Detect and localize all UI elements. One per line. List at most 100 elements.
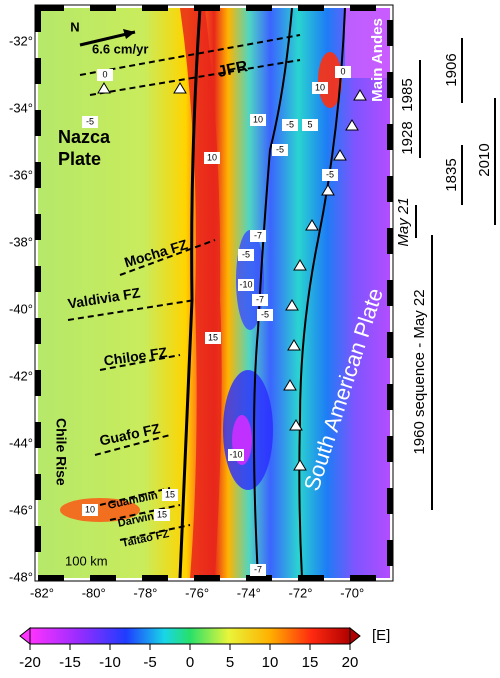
contour-label-bg [282,119,298,131]
red-band [180,8,222,578]
lat-tick-label: -36° [9,167,33,182]
north-label: N [70,19,79,34]
plate-label: Plate [58,149,101,169]
colorbar-unit: [E] [372,627,390,644]
fracture-zone [67,239,216,541]
red-anomaly [60,498,140,522]
contour-label-bg [250,114,266,126]
lat-tick-label: -34° [9,100,33,115]
contour-label-bg [238,279,254,291]
contour-label: -10 [229,449,242,459]
rupture-bars [415,38,496,510]
contour-label: -7 [254,564,262,574]
colorbar-tick-label: 15 [302,654,319,671]
lon-tick-label: -76° [185,585,209,600]
contour-label-bg [252,294,268,306]
lat-tick-label: -38° [9,234,33,249]
contour-label-bg [154,509,170,521]
contour-label: 10 [85,504,95,514]
colorbar-max [349,626,361,646]
contour-label: 10 [315,82,325,92]
colorbar-min [19,626,31,646]
lat-tick-label: -32° [9,33,33,48]
contour-label-bg [312,82,328,94]
contour-label-bg [257,309,273,321]
colorbar [29,627,351,645]
magenta-anomaly [345,8,390,78]
volcano [97,82,367,471]
contour-label: 15 [165,489,175,499]
axis-ticks: -32° -34° -36° -38° -40° -42° -44° -46° -48°-82°… [9,33,364,600]
contour-label-bg [335,66,351,78]
lon-tick-label: -72° [289,585,313,600]
contour-labels: 0 0 -5 10 10 10 -5 5 -5 -5 -5 -7 -10 -7 -5 15 -10 15 15 10 -… [82,66,351,576]
contour-label-bg [250,564,266,576]
rupture-label: 1960 sequence - May 22 [411,289,428,454]
contour-label-bg [82,116,98,128]
contour-label: 15 [208,332,218,342]
rupture-label: 1985 [399,78,416,111]
contour-label-bg [228,449,244,461]
volcanoes [97,82,367,471]
arrowhead [123,29,135,39]
map-frame [35,5,393,581]
range-label: Main Andes [369,18,386,102]
colorbar-ticks: -20 -15 -10 -5 0 5 10 15 20 [19,644,358,671]
lon-tick-label: -78° [133,585,157,600]
contour-label: 10 [253,114,263,124]
rupture-label: May 21 [395,197,412,246]
ridge-label: Chile Rise [53,418,69,486]
rupture-label: 2010 [476,143,493,176]
lat-tick-label: -46° [9,502,33,517]
rupture-label: 1906 [443,53,460,86]
contour-label: 5 [307,119,312,129]
lon-tick-label: -70° [340,585,364,600]
lon-tick-label: -80° [82,585,106,600]
contour-label: -5 [326,169,334,179]
map-border [34,4,394,582]
colorbar-tick-label: 20 [342,654,359,671]
contour-label: -5 [286,119,294,129]
plate-label: Nazca [58,127,111,147]
colorbar-tick-label: -10 [99,654,121,671]
colorbar-tick-label: -15 [59,654,81,671]
contour-label-bg [205,332,221,344]
contour-label: -7 [254,230,262,240]
contour-label-bg [204,152,220,164]
coastline [253,8,293,578]
contour-label-bg [82,504,98,516]
contour-label: -5 [261,309,269,319]
velocity-label: 6.6 cm/yr [92,41,148,56]
fracture-zone [79,34,301,96]
contour-label: -5 [276,144,284,154]
rupture-label: 1835 [443,158,460,191]
contour-label: -5 [242,249,250,259]
contour-label-bg [97,69,113,81]
lat-tick-label: -48° [9,569,33,584]
contour-label: 0 [340,66,345,76]
lat-tick-label: -44° [9,435,33,450]
lon-tick-label: -82° [30,585,54,600]
scale-label: 100 km [65,553,108,568]
colorbar-tick-label: 10 [262,654,279,671]
contour-label-bg [238,249,254,261]
contour-label-bg [162,489,178,501]
rupture-label: 1928 [399,121,416,154]
contour-label: 15 [157,509,167,519]
contour-label-bg [302,119,318,131]
colorbar-tick-label: 0 [186,654,194,671]
border [298,8,346,578]
rupture-labels: 1985 1906 1928 2010 1835 May 21 1960 sequence … [395,53,493,454]
contour-label: -5 [86,116,94,126]
lon-tick-label: -74° [237,585,261,600]
colorbar-tick-label: 5 [226,654,234,671]
contour-label-bg [250,230,266,242]
jfr-label: JFR [216,58,250,81]
contour-label-bg [272,144,288,156]
colorbar-tick-label: -5 [143,654,156,671]
contour-label: -10 [239,279,252,289]
contour-label: -7 [256,294,264,304]
contour-label: 0 [102,69,107,79]
lat-tick-label: -40° [9,301,33,316]
